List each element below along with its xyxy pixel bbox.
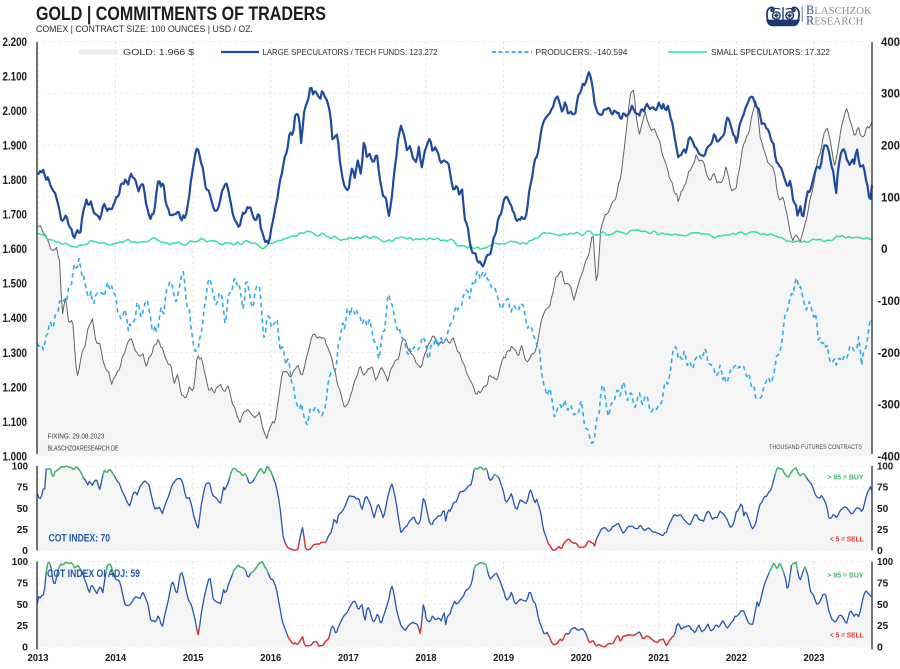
svg-text:75: 75	[877, 579, 889, 590]
svg-text:1.800: 1.800	[3, 173, 28, 187]
svg-text:-200: -200	[878, 346, 900, 360]
svg-text:2013: 2013	[28, 653, 49, 664]
svg-text:75: 75	[17, 579, 29, 590]
svg-text:50: 50	[877, 504, 889, 515]
svg-text:50: 50	[877, 600, 889, 611]
svg-text:2016: 2016	[260, 653, 281, 664]
svg-text:1.900: 1.900	[3, 139, 28, 153]
svg-text:1.500: 1.500	[3, 277, 28, 291]
svg-text:75: 75	[17, 483, 29, 494]
svg-text:2021: 2021	[648, 653, 669, 664]
svg-text:50: 50	[17, 600, 29, 611]
svg-text:200: 200	[881, 139, 900, 153]
svg-text:GOLD: 1.966 $: GOLD: 1.966 $	[123, 47, 194, 57]
svg-text:1.400: 1.400	[3, 311, 28, 325]
svg-text:2020: 2020	[571, 653, 592, 664]
svg-text:25: 25	[877, 525, 889, 536]
svg-text:< 5 = SELL: < 5 = SELL	[830, 631, 864, 640]
svg-text:1.100: 1.100	[3, 415, 28, 429]
svg-text:25: 25	[17, 525, 29, 536]
svg-text:100: 100	[12, 557, 29, 568]
svg-text:GOLD | COMMITMENTS OF TRADERS: GOLD | COMMITMENTS OF TRADERS	[36, 3, 326, 25]
svg-text:75: 75	[877, 483, 889, 494]
svg-text:400: 400	[881, 35, 900, 49]
svg-text:2019: 2019	[493, 653, 514, 664]
svg-text:THOUSAND FUTURES CONTRACTS: THOUSAND FUTURES CONTRACTS	[769, 444, 862, 451]
svg-text:BLASCHZOKRESEARCH.DE: BLASCHZOKRESEARCH.DE	[48, 444, 119, 453]
svg-text:COT INDEX: 70: COT INDEX: 70	[49, 533, 111, 545]
svg-text:1.600: 1.600	[3, 242, 28, 256]
svg-text:2022: 2022	[726, 653, 747, 664]
svg-text:-100: -100	[878, 294, 900, 308]
svg-text:100: 100	[877, 557, 894, 568]
svg-text:2.200: 2.200	[3, 35, 28, 49]
svg-text:25: 25	[17, 621, 29, 632]
svg-text:0: 0	[881, 242, 888, 256]
svg-text:COMEX | CONTRACT SIZE: 100 OUN: COMEX | CONTRACT SIZE: 100 OUNCES | USD …	[36, 24, 253, 34]
svg-text:> 95 = BUY: > 95 = BUY	[828, 473, 864, 482]
svg-text:COT INDEX OI ADJ: 59: COT INDEX OI ADJ: 59	[47, 568, 140, 580]
svg-text:2018: 2018	[416, 653, 437, 664]
svg-text:2.100: 2.100	[3, 69, 28, 83]
svg-text:1.300: 1.300	[3, 346, 28, 360]
svg-text:0: 0	[877, 643, 883, 654]
svg-text:RESEARCH: RESEARCH	[806, 14, 864, 28]
svg-text:1.200: 1.200	[3, 380, 28, 394]
svg-text:100: 100	[881, 190, 900, 204]
svg-text:> 95 = BUY: > 95 = BUY	[828, 571, 864, 580]
svg-text:100: 100	[877, 462, 894, 473]
svg-text:2014: 2014	[105, 653, 126, 664]
svg-text:2015: 2015	[183, 653, 204, 664]
svg-text:100: 100	[12, 462, 29, 473]
svg-text:2017: 2017	[338, 653, 359, 664]
svg-text:0: 0	[22, 546, 28, 557]
svg-text:SMALL SPECULATORS: 17.322: SMALL SPECULATORS: 17.322	[711, 47, 830, 57]
svg-text:25: 25	[877, 621, 889, 632]
svg-text:LARGE SPECULATORS / TECH FUNDS: LARGE SPECULATORS / TECH FUNDS: 123.272	[263, 47, 438, 57]
svg-text:FIXING: 29.08.2023: FIXING: 29.08.2023	[48, 432, 105, 441]
svg-text:0: 0	[22, 643, 28, 654]
svg-text:-300: -300	[878, 398, 900, 412]
svg-text:1.700: 1.700	[3, 208, 28, 222]
svg-text:50: 50	[17, 504, 29, 515]
svg-text:300: 300	[881, 87, 900, 101]
svg-text:< 5 = SELL: < 5 = SELL	[830, 535, 864, 544]
svg-text:PRODUCERS: -140.594: PRODUCERS: -140.594	[536, 47, 628, 57]
svg-text:2.000: 2.000	[3, 104, 28, 118]
svg-text:2023: 2023	[804, 653, 825, 664]
svg-text:0: 0	[877, 546, 883, 557]
